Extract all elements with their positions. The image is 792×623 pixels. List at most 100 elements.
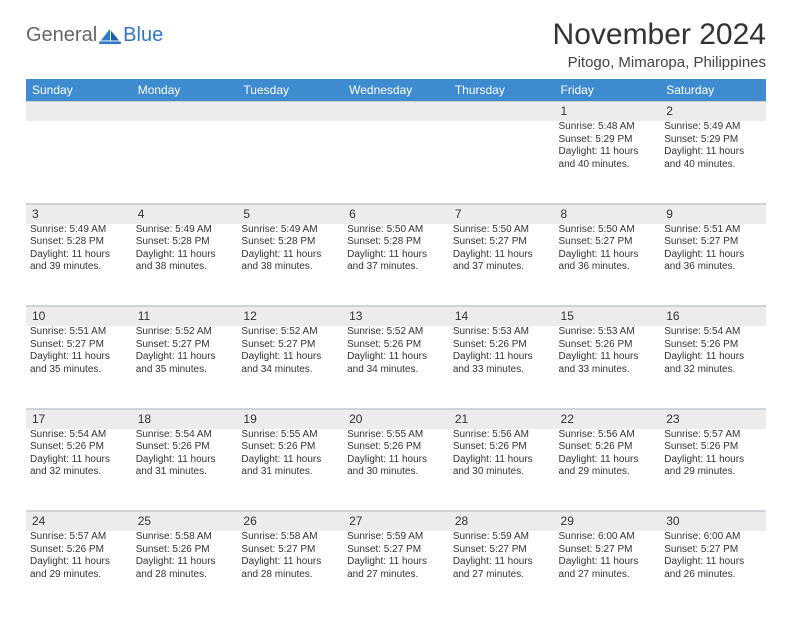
calendar-table: Sunday Monday Tuesday Wednesday Thursday…: [26, 79, 766, 613]
daylight1-text: Daylight: 11 hours: [241, 249, 339, 262]
sunrise-text: Sunrise: 5:57 AM: [664, 429, 762, 442]
day-number-cell: 1: [555, 102, 661, 122]
daylight2-text: and 31 minutes.: [241, 466, 339, 479]
day-content-row: Sunrise: 5:49 AMSunset: 5:28 PMDaylight:…: [26, 224, 766, 306]
sunset-text: Sunset: 5:27 PM: [453, 544, 551, 557]
sunset-text: Sunset: 5:27 PM: [347, 544, 445, 557]
daylight1-text: Daylight: 11 hours: [664, 556, 762, 569]
sunrise-text: Sunrise: 6:00 AM: [559, 531, 657, 544]
sunset-text: Sunset: 5:26 PM: [30, 544, 128, 557]
daylight2-text: and 40 minutes.: [559, 159, 657, 172]
weekday-header: Saturday: [660, 79, 766, 102]
daylight2-text: and 32 minutes.: [664, 364, 762, 377]
daylight1-text: Daylight: 11 hours: [241, 454, 339, 467]
header-bar: General Blue November 2024 Pitogo, Mimar…: [26, 18, 766, 71]
day-number-cell: 24: [26, 512, 132, 532]
day-number-cell: 26: [237, 512, 343, 532]
daylight2-text: and 36 minutes.: [664, 261, 762, 274]
daylight1-text: Daylight: 11 hours: [30, 556, 128, 569]
daylight2-text: and 31 minutes.: [136, 466, 234, 479]
daylight2-text: and 33 minutes.: [453, 364, 551, 377]
day-content-cell: Sunrise: 5:52 AMSunset: 5:26 PMDaylight:…: [343, 326, 449, 408]
sunrise-text: Sunrise: 5:55 AM: [347, 429, 445, 442]
daylight1-text: Daylight: 11 hours: [30, 454, 128, 467]
daylight1-text: Daylight: 11 hours: [347, 556, 445, 569]
daylight1-text: Daylight: 11 hours: [136, 556, 234, 569]
sunrise-text: Sunrise: 5:58 AM: [136, 531, 234, 544]
daylight2-text: and 28 minutes.: [136, 569, 234, 582]
daylight2-text: and 27 minutes.: [559, 569, 657, 582]
logo-text-blue: Blue: [123, 24, 163, 47]
daylight2-text: and 36 minutes.: [559, 261, 657, 274]
day-content-cell: Sunrise: 5:51 AMSunset: 5:27 PMDaylight:…: [660, 224, 766, 306]
sunset-text: Sunset: 5:27 PM: [559, 236, 657, 249]
daylight2-text: and 34 minutes.: [347, 364, 445, 377]
title-block: November 2024 Pitogo, Mimaropa, Philippi…: [553, 18, 766, 71]
day-number-cell: 16: [660, 307, 766, 327]
day-number-cell: 17: [26, 409, 132, 429]
day-content-cell: Sunrise: 5:57 AMSunset: 5:26 PMDaylight:…: [660, 429, 766, 511]
day-number-cell: 20: [343, 409, 449, 429]
sunset-text: Sunset: 5:28 PM: [30, 236, 128, 249]
day-number-cell: 25: [132, 512, 238, 532]
day-content-cell: Sunrise: 5:52 AMSunset: 5:27 PMDaylight:…: [237, 326, 343, 408]
sunset-text: Sunset: 5:27 PM: [664, 544, 762, 557]
daylight2-text: and 29 minutes.: [664, 466, 762, 479]
day-content-cell: [449, 121, 555, 203]
sunset-text: Sunset: 5:27 PM: [664, 236, 762, 249]
day-content-cell: [343, 121, 449, 203]
sunrise-text: Sunrise: 5:56 AM: [453, 429, 551, 442]
day-number-cell: [449, 102, 555, 122]
sunset-text: Sunset: 5:27 PM: [453, 236, 551, 249]
sunset-text: Sunset: 5:26 PM: [136, 544, 234, 557]
daylight2-text: and 27 minutes.: [453, 569, 551, 582]
sunset-text: Sunset: 5:28 PM: [347, 236, 445, 249]
day-content-cell: Sunrise: 5:54 AMSunset: 5:26 PMDaylight:…: [132, 429, 238, 511]
day-number-row: 17181920212223: [26, 409, 766, 429]
daylight1-text: Daylight: 11 hours: [30, 249, 128, 262]
day-number-cell: 21: [449, 409, 555, 429]
sunset-text: Sunset: 5:26 PM: [30, 441, 128, 454]
sunrise-text: Sunrise: 5:52 AM: [347, 326, 445, 339]
daylight1-text: Daylight: 11 hours: [136, 351, 234, 364]
sunset-text: Sunset: 5:28 PM: [136, 236, 234, 249]
day-number-cell: 12: [237, 307, 343, 327]
sunrise-text: Sunrise: 5:52 AM: [241, 326, 339, 339]
day-content-cell: [237, 121, 343, 203]
daylight1-text: Daylight: 11 hours: [664, 351, 762, 364]
daylight2-text: and 29 minutes.: [559, 466, 657, 479]
day-content-cell: Sunrise: 5:53 AMSunset: 5:26 PMDaylight:…: [449, 326, 555, 408]
daylight1-text: Daylight: 11 hours: [347, 249, 445, 262]
day-content-row: Sunrise: 5:51 AMSunset: 5:27 PMDaylight:…: [26, 326, 766, 408]
daylight2-text: and 37 minutes.: [453, 261, 551, 274]
daylight1-text: Daylight: 11 hours: [136, 249, 234, 262]
day-content-cell: Sunrise: 5:53 AMSunset: 5:26 PMDaylight:…: [555, 326, 661, 408]
day-number-cell: 10: [26, 307, 132, 327]
sunrise-text: Sunrise: 5:50 AM: [559, 224, 657, 237]
day-number-cell: [26, 102, 132, 122]
sunset-text: Sunset: 5:26 PM: [347, 339, 445, 352]
daylight1-text: Daylight: 11 hours: [664, 249, 762, 262]
day-number-cell: 22: [555, 409, 661, 429]
sunset-text: Sunset: 5:26 PM: [347, 441, 445, 454]
daylight2-text: and 38 minutes.: [241, 261, 339, 274]
day-content-cell: Sunrise: 5:50 AMSunset: 5:27 PMDaylight:…: [555, 224, 661, 306]
day-number-cell: 15: [555, 307, 661, 327]
sunrise-text: Sunrise: 5:49 AM: [664, 121, 762, 134]
sunrise-text: Sunrise: 5:53 AM: [453, 326, 551, 339]
daylight1-text: Daylight: 11 hours: [664, 146, 762, 159]
day-number-cell: 3: [26, 204, 132, 224]
sunrise-text: Sunrise: 5:49 AM: [136, 224, 234, 237]
daylight2-text: and 32 minutes.: [30, 466, 128, 479]
sunrise-text: Sunrise: 5:51 AM: [30, 326, 128, 339]
day-content-cell: Sunrise: 6:00 AMSunset: 5:27 PMDaylight:…: [660, 531, 766, 613]
day-content-cell: Sunrise: 5:49 AMSunset: 5:29 PMDaylight:…: [660, 121, 766, 203]
daylight2-text: and 40 minutes.: [664, 159, 762, 172]
day-content-row: Sunrise: 5:57 AMSunset: 5:26 PMDaylight:…: [26, 531, 766, 613]
day-content-cell: Sunrise: 5:59 AMSunset: 5:27 PMDaylight:…: [449, 531, 555, 613]
day-content-row: Sunrise: 5:48 AMSunset: 5:29 PMDaylight:…: [26, 121, 766, 203]
weekday-header: Thursday: [449, 79, 555, 102]
daylight1-text: Daylight: 11 hours: [241, 351, 339, 364]
day-number-cell: 8: [555, 204, 661, 224]
day-content-cell: Sunrise: 5:57 AMSunset: 5:26 PMDaylight:…: [26, 531, 132, 613]
